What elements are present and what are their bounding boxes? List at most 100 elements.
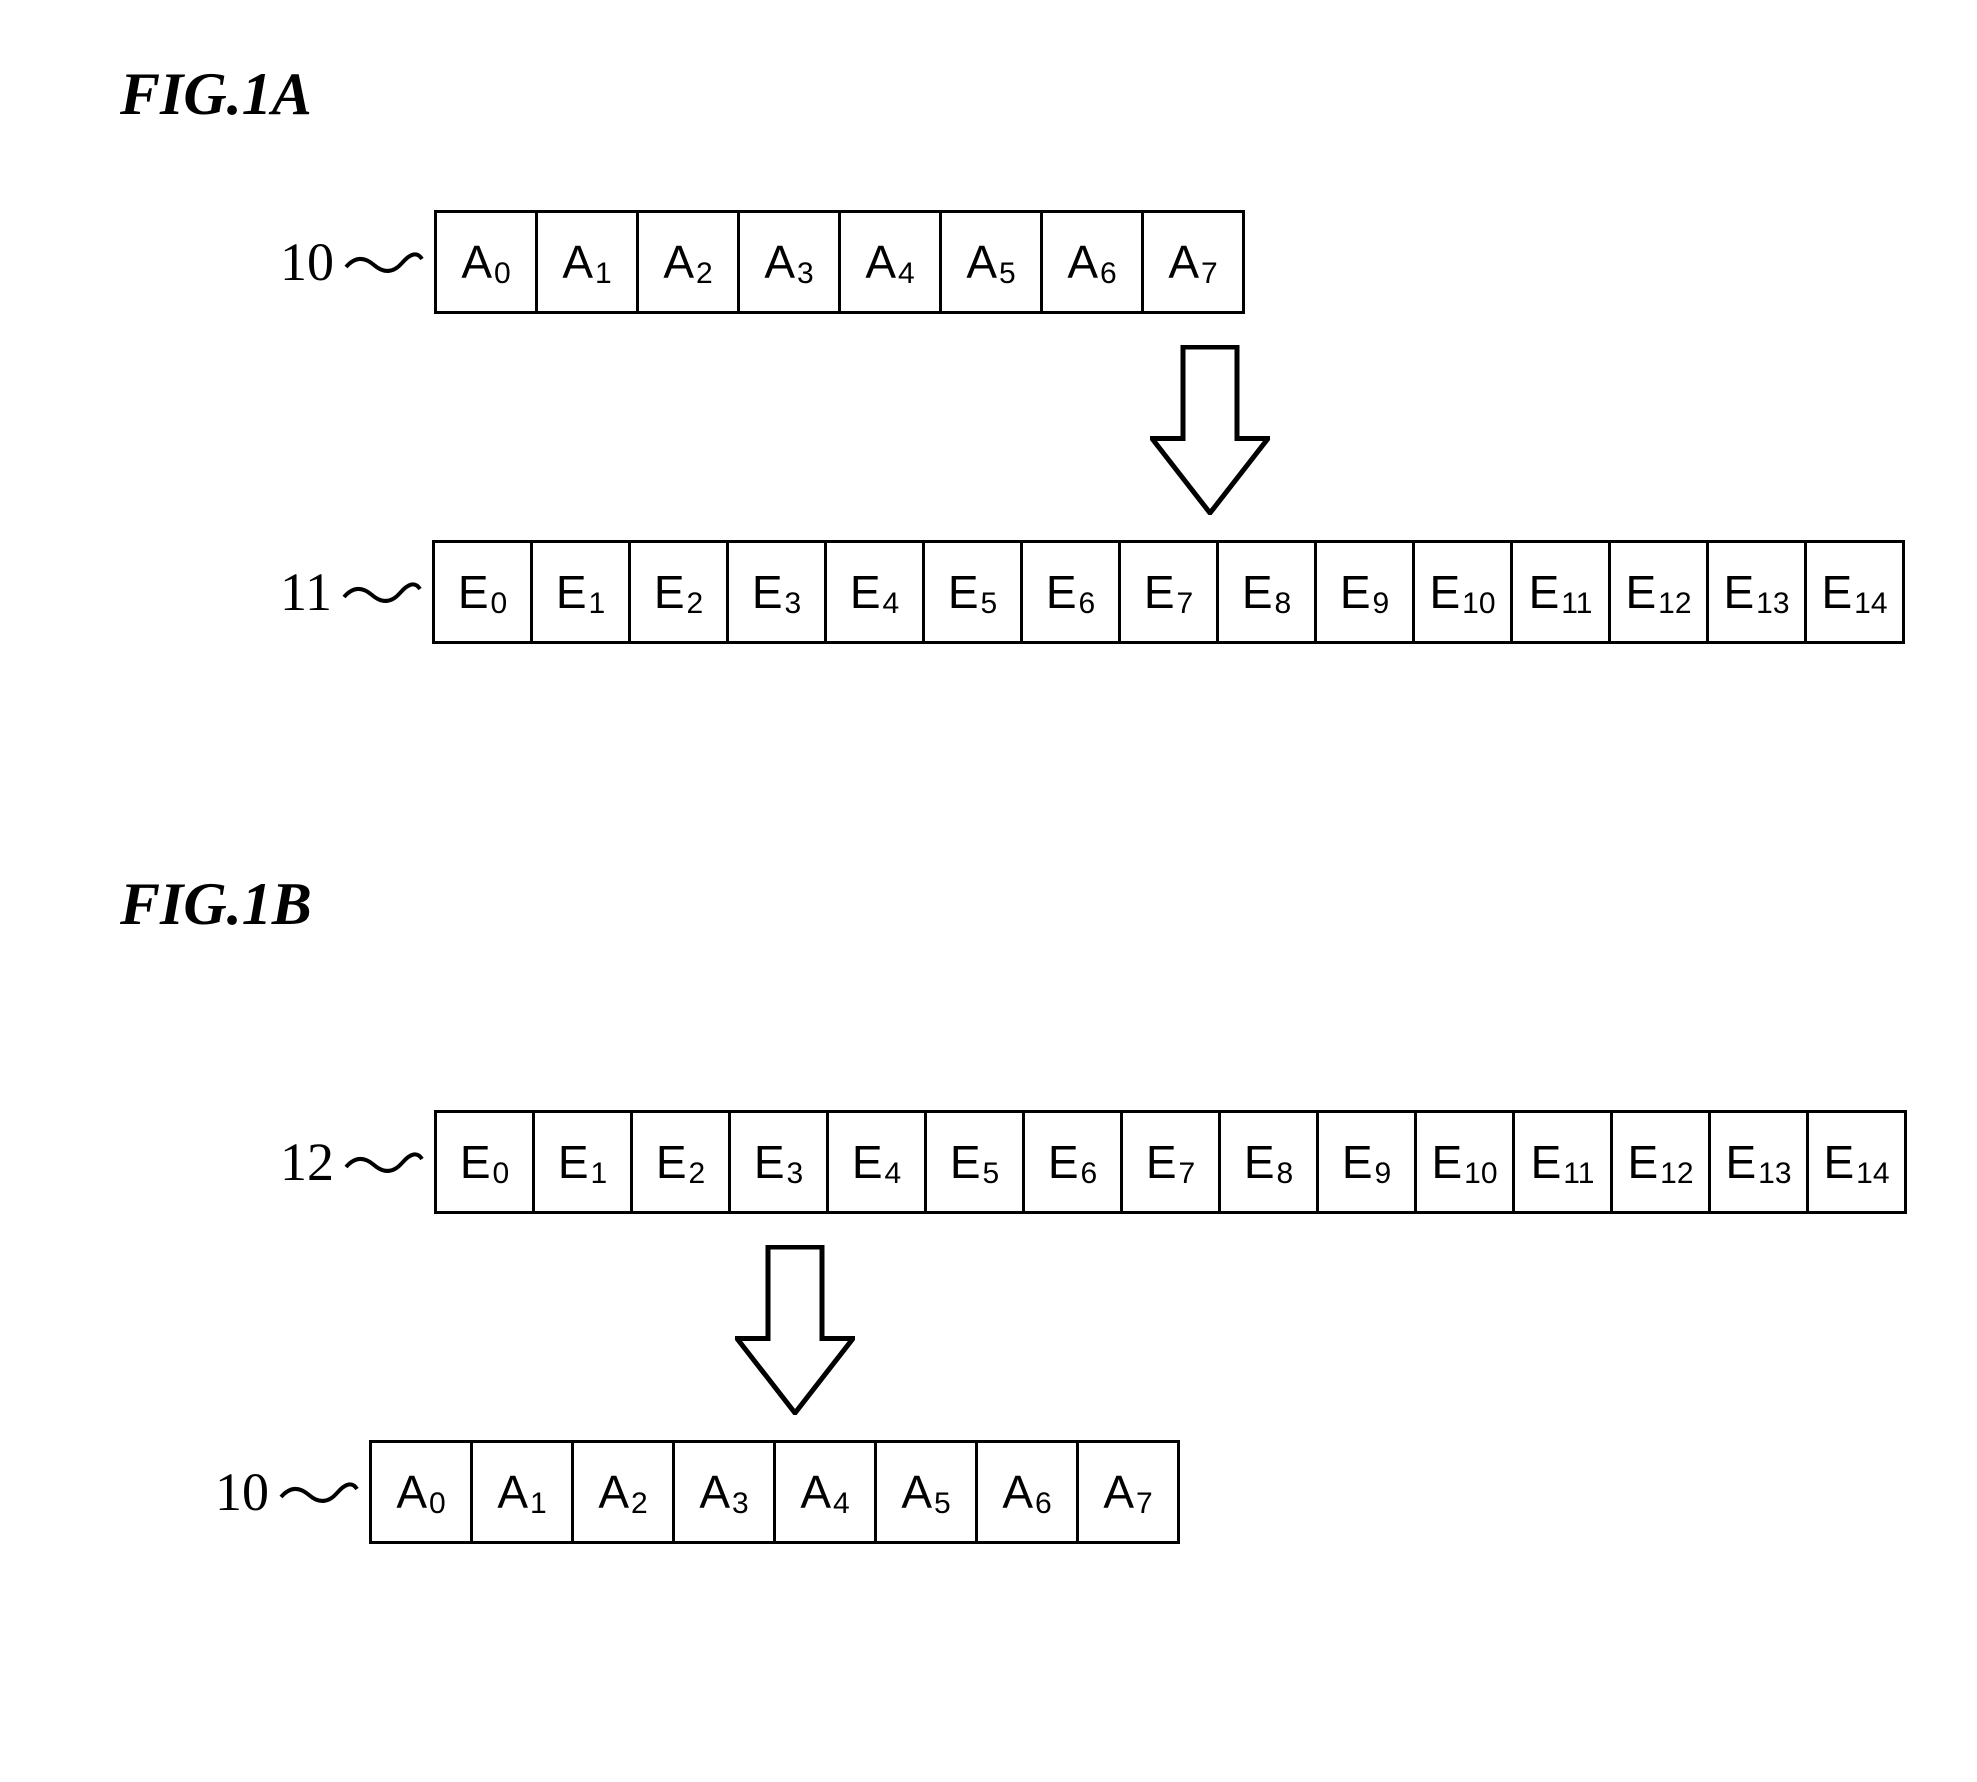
cell-subscript: 12 xyxy=(1660,1157,1693,1191)
cell-subscript: 8 xyxy=(1277,1157,1294,1191)
reference-connector-icon xyxy=(344,247,424,277)
array-row: 10 A0A1A2A3A4A5A6A7 xyxy=(280,210,1245,314)
array-cell: E10 xyxy=(1414,1110,1515,1214)
cell-subscript: 13 xyxy=(1756,587,1789,621)
array-cell: E7 xyxy=(1120,1110,1221,1214)
cell-subscript: 2 xyxy=(696,257,713,291)
cell-symbol: E xyxy=(556,565,587,619)
array-cell: E12 xyxy=(1608,540,1709,644)
cell-symbol: E xyxy=(752,565,783,619)
cell-subscript: 5 xyxy=(983,1157,1000,1191)
array-cell: E4 xyxy=(826,1110,927,1214)
cell-symbol: E xyxy=(1429,565,1460,619)
array-cell: E5 xyxy=(924,1110,1025,1214)
cell-symbol: E xyxy=(1146,1135,1177,1189)
cell-symbol: A xyxy=(497,1465,528,1519)
cell-symbol: A xyxy=(966,235,997,289)
cell-symbol: E xyxy=(754,1135,785,1189)
cell-symbol: A xyxy=(699,1465,730,1519)
cell-symbol: E xyxy=(1627,1135,1658,1189)
reference-number: 10 xyxy=(280,231,334,293)
cell-symbol: E xyxy=(1340,565,1371,619)
array-cell: A1 xyxy=(535,210,639,314)
array-cell: E9 xyxy=(1316,1110,1417,1214)
array-row: 10 A0A1A2A3A4A5A6A7 xyxy=(215,1440,1180,1544)
cell-symbol: E xyxy=(850,565,881,619)
cell-symbol: E xyxy=(1531,1135,1562,1189)
cell-subscript: 5 xyxy=(999,257,1016,291)
cell-subscript: 7 xyxy=(1201,257,1218,291)
cell-subscript: 1 xyxy=(589,587,606,621)
cell-subscript: 4 xyxy=(885,1157,902,1191)
cell-symbol: A xyxy=(1103,1465,1134,1519)
cell-subscript: 10 xyxy=(1464,1157,1497,1191)
reference-connector-icon xyxy=(342,577,422,607)
cell-array: A0A1A2A3A4A5A6A7 xyxy=(369,1440,1180,1544)
array-cell: A2 xyxy=(571,1440,675,1544)
cell-symbol: E xyxy=(1244,1135,1275,1189)
cell-symbol: E xyxy=(1342,1135,1373,1189)
array-cell: E5 xyxy=(922,540,1023,644)
array-cell: E14 xyxy=(1804,540,1905,644)
cell-subscript: 6 xyxy=(1081,1157,1098,1191)
cell-symbol: E xyxy=(458,565,489,619)
array-row: 12 E0E1E2E3E4E5E6E7E8E9E10E11E12E13E14 xyxy=(280,1110,1907,1214)
cell-symbol: A xyxy=(598,1465,629,1519)
cell-subscript: 14 xyxy=(1856,1157,1889,1191)
array-cell: E2 xyxy=(628,540,729,644)
cell-symbol: E xyxy=(1242,565,1273,619)
cell-symbol: A xyxy=(396,1465,427,1519)
array-cell: E8 xyxy=(1218,1110,1319,1214)
array-cell: A4 xyxy=(838,210,942,314)
figure-label-1a: FIG.1A xyxy=(120,60,312,129)
cell-subscript: 6 xyxy=(1079,587,1096,621)
cell-subscript: 0 xyxy=(429,1487,446,1521)
cell-subscript: 11 xyxy=(1561,587,1592,621)
cell-symbol: E xyxy=(1823,1135,1854,1189)
array-cell: A6 xyxy=(975,1440,1079,1544)
array-cell: E6 xyxy=(1022,1110,1123,1214)
array-cell: E6 xyxy=(1020,540,1121,644)
cell-subscript: 5 xyxy=(981,587,998,621)
cell-symbol: E xyxy=(1529,565,1560,619)
array-cell: E2 xyxy=(630,1110,731,1214)
down-arrow-icon xyxy=(735,1245,855,1415)
cell-subscript: 7 xyxy=(1177,587,1194,621)
array-cell: E0 xyxy=(434,1110,535,1214)
cell-subscript: 7 xyxy=(1179,1157,1196,1191)
cell-symbol: E xyxy=(1144,565,1175,619)
array-cell: E3 xyxy=(726,540,827,644)
array-cell: E13 xyxy=(1708,1110,1809,1214)
cell-symbol: E xyxy=(1431,1135,1462,1189)
cell-symbol: A xyxy=(562,235,593,289)
cell-subscript: 4 xyxy=(833,1487,850,1521)
cell-symbol: E xyxy=(950,1135,981,1189)
cell-subscript: 4 xyxy=(898,257,915,291)
array-cell: A3 xyxy=(672,1440,776,1544)
cell-array: E0E1E2E3E4E5E6E7E8E9E10E11E12E13E14 xyxy=(432,540,1905,644)
array-cell: E7 xyxy=(1118,540,1219,644)
reference-number: 12 xyxy=(280,1131,334,1193)
cell-subscript: 3 xyxy=(797,257,814,291)
cell-symbol: E xyxy=(1723,565,1754,619)
cell-subscript: 11 xyxy=(1563,1157,1594,1191)
cell-subscript: 6 xyxy=(1100,257,1117,291)
array-cell: A5 xyxy=(874,1440,978,1544)
cell-subscript: 7 xyxy=(1136,1487,1153,1521)
array-cell: A6 xyxy=(1040,210,1144,314)
cell-subscript: 2 xyxy=(631,1487,648,1521)
array-cell: A2 xyxy=(636,210,740,314)
array-cell: E13 xyxy=(1706,540,1807,644)
cell-symbol: E xyxy=(1821,565,1852,619)
cell-symbol: A xyxy=(764,235,795,289)
reference-connector-icon xyxy=(279,1477,359,1507)
cell-symbol: A xyxy=(800,1465,831,1519)
cell-symbol: E xyxy=(1046,565,1077,619)
array-cell: A0 xyxy=(434,210,538,314)
cell-symbol: E xyxy=(558,1135,589,1189)
cell-symbol: A xyxy=(865,235,896,289)
cell-array: E0E1E2E3E4E5E6E7E8E9E10E11E12E13E14 xyxy=(434,1110,1907,1214)
cell-symbol: E xyxy=(654,565,685,619)
cell-symbol: E xyxy=(948,565,979,619)
transform-arrow xyxy=(1150,345,1270,520)
